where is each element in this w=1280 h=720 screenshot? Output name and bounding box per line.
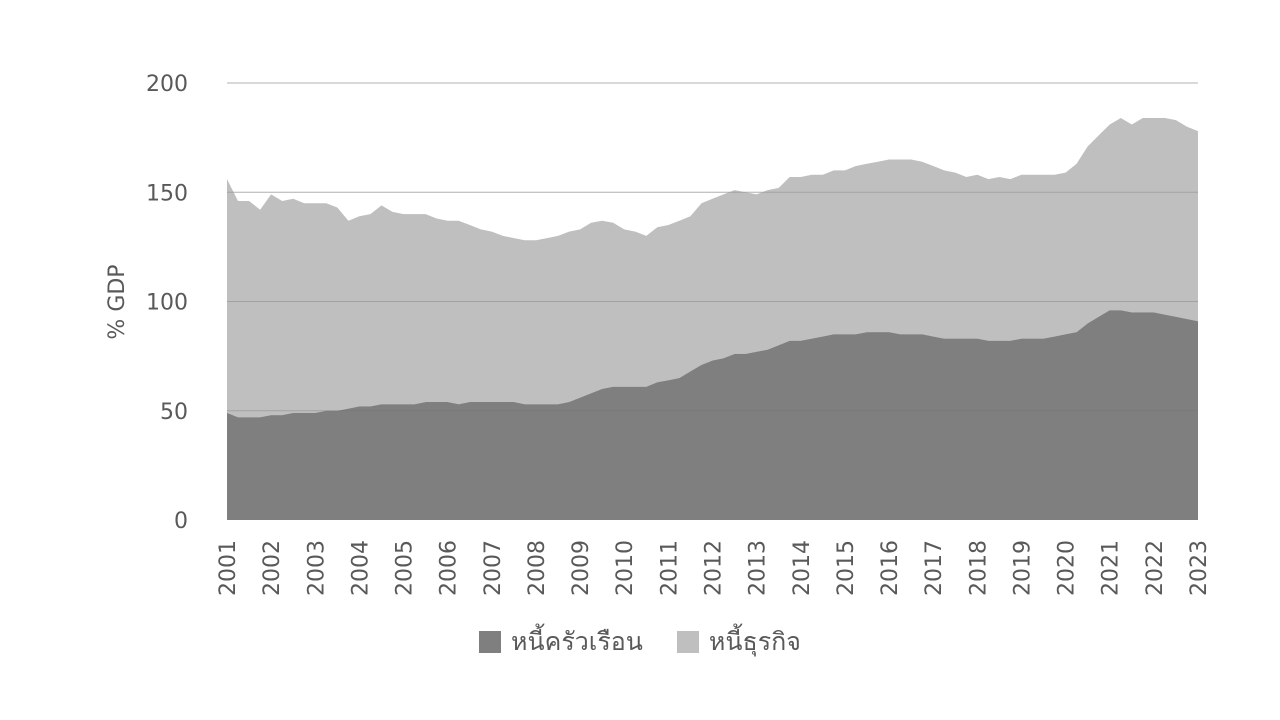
x-tick-label: 2018 [966, 540, 991, 596]
gridlines-overlay [227, 82, 1198, 412]
y-tick-label: 0 [174, 509, 188, 534]
legend-swatch-business [676, 631, 699, 653]
x-tick-label: 2006 [437, 540, 462, 596]
legend-item-household: หนี้ครัวเรือน [479, 622, 643, 662]
x-tick-label: 2017 [922, 540, 947, 596]
x-tick-label: 2008 [525, 540, 550, 596]
x-tick-label: 2002 [260, 540, 285, 596]
y-axis-ticks: 0 50 100 150 200 [146, 72, 188, 534]
x-tick-label: 2010 [613, 540, 638, 596]
legend-item-business: หนี้ธุรกิจ [676, 622, 801, 662]
x-tick-label: 2016 [878, 540, 903, 596]
x-tick-label: 2007 [481, 540, 506, 596]
y-axis-title: % GDP [105, 264, 130, 339]
x-tick-label: 2020 [1055, 540, 1080, 596]
household-debt-area [227, 310, 1198, 520]
x-tick-label: 2012 [702, 540, 727, 596]
x-tick-label: 2019 [1010, 540, 1035, 596]
x-tick-label: 2011 [657, 540, 682, 596]
x-tick-label: 2014 [790, 540, 815, 596]
y-tick-label: 200 [146, 72, 188, 97]
x-tick-label: 2023 [1187, 540, 1212, 596]
x-tick-label: 2001 [216, 540, 241, 596]
x-tick-label: 2022 [1143, 540, 1168, 596]
plot-areas [227, 118, 1198, 520]
business-debt-area [227, 118, 1198, 418]
x-tick-label: 2015 [834, 540, 859, 596]
legend-label-household: หนี้ครัวเรือน [511, 627, 643, 656]
legend-label-business: หนี้ธุรกิจ [708, 627, 801, 656]
legend: หนี้ครัวเรือน หนี้ธุรกิจ [0, 622, 1280, 662]
y-tick-label: 50 [160, 400, 188, 425]
x-tick-label: 2009 [569, 540, 594, 596]
x-tick-label: 2004 [348, 540, 373, 596]
x-tick-label: 2003 [304, 540, 329, 596]
y-tick-label: 100 [146, 291, 188, 316]
x-tick-label: 2005 [393, 540, 418, 596]
x-tick-label: 2021 [1099, 540, 1124, 596]
x-tick-label: 2013 [746, 540, 771, 596]
legend-swatch-household [479, 631, 502, 653]
x-axis-ticks: 2001 2002 2003 2004 2005 2006 2007 2008 2009 2010… [216, 540, 1212, 596]
y-tick-label: 150 [146, 181, 188, 206]
